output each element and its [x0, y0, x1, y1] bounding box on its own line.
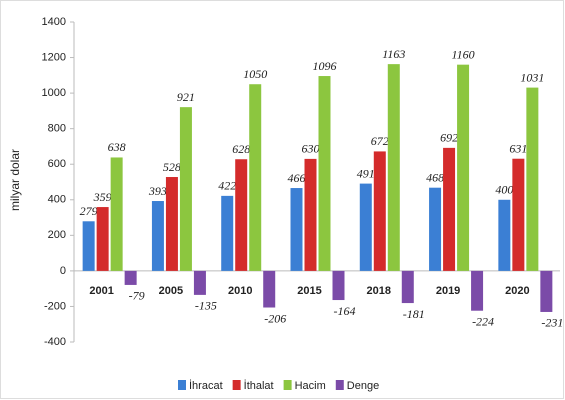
y-axis-label: milyar dolar — [8, 149, 22, 211]
bar — [373, 151, 386, 271]
value-label: -181 — [403, 307, 425, 321]
value-label: 422 — [218, 179, 236, 193]
y-tick-label: 1400 — [42, 16, 66, 28]
y-tick-label: 1200 — [42, 51, 66, 63]
bar — [401, 270, 414, 304]
bar — [151, 201, 164, 271]
value-label: 921 — [177, 90, 195, 104]
legend-label: İthalat — [244, 379, 274, 392]
value-label: 630 — [302, 142, 320, 156]
value-label: -206 — [264, 311, 286, 325]
value-label: 1031 — [520, 70, 544, 84]
value-label: -231 — [541, 316, 563, 330]
bar — [318, 76, 331, 271]
bar — [304, 158, 317, 271]
y-tick-label: 1000 — [42, 87, 66, 99]
value-label: 1160 — [452, 47, 475, 61]
bar — [235, 159, 248, 271]
x-tick-label: 2019 — [436, 285, 460, 297]
value-label: 466 — [288, 171, 306, 185]
bar — [332, 270, 345, 301]
legend-swatch — [335, 380, 344, 390]
value-label: -135 — [195, 299, 217, 313]
legend-swatch — [178, 380, 186, 390]
bar — [429, 187, 442, 271]
y-tick-label: 400 — [48, 194, 66, 206]
bar — [526, 87, 539, 271]
value-label: 279 — [80, 204, 98, 218]
legend-label: Denge — [347, 380, 379, 392]
bar — [124, 270, 137, 285]
value-label: -164 — [334, 304, 356, 318]
value-label: -79 — [129, 289, 145, 303]
value-label: 1050 — [243, 67, 267, 81]
value-label: 393 — [148, 184, 167, 198]
x-tick-label: 2018 — [367, 285, 391, 297]
value-label: 628 — [232, 142, 250, 156]
bar — [540, 270, 553, 312]
value-label: 631 — [509, 141, 527, 155]
value-label: 528 — [163, 160, 181, 174]
bar — [387, 64, 400, 271]
value-label: 491 — [357, 166, 375, 180]
bar — [471, 270, 484, 311]
value-label: 638 — [108, 140, 126, 154]
bar — [263, 270, 276, 308]
value-label: 468 — [426, 170, 444, 184]
bar — [443, 147, 456, 271]
bar — [249, 84, 262, 271]
y-tick-label: 800 — [48, 123, 66, 135]
value-label: 692 — [440, 131, 458, 145]
bar — [110, 157, 123, 271]
legend-label: Hacim — [295, 380, 326, 392]
value-label: 1096 — [313, 59, 337, 73]
bar — [512, 158, 525, 271]
legend-label: İhracat — [189, 379, 223, 392]
legend-swatch — [283, 380, 292, 390]
value-label: 400 — [495, 183, 513, 197]
y-tick-label: 200 — [48, 229, 66, 241]
bar — [221, 195, 234, 271]
bar — [498, 199, 511, 271]
bar — [193, 270, 206, 295]
value-label: 359 — [93, 190, 112, 204]
x-tick-label: 2010 — [228, 285, 252, 297]
bar — [290, 188, 303, 271]
bar — [96, 207, 109, 271]
legend-swatch — [232, 380, 241, 390]
x-tick-label: 2001 — [89, 285, 113, 297]
bar — [165, 177, 178, 271]
y-tick-label: -200 — [44, 300, 66, 312]
bar — [179, 107, 192, 271]
value-label: 1163 — [382, 47, 405, 61]
y-tick-label: -400 — [44, 336, 66, 348]
bar — [457, 64, 470, 271]
x-tick-label: 2020 — [505, 285, 529, 297]
value-label: -224 — [472, 314, 494, 328]
bar — [359, 183, 372, 271]
y-tick-label: 600 — [48, 158, 66, 170]
bar — [82, 221, 95, 271]
y-tick-label: 0 — [60, 265, 66, 277]
x-tick-label: 2015 — [297, 285, 321, 297]
x-tick-label: 2005 — [159, 285, 183, 297]
value-label: 672 — [371, 134, 389, 148]
